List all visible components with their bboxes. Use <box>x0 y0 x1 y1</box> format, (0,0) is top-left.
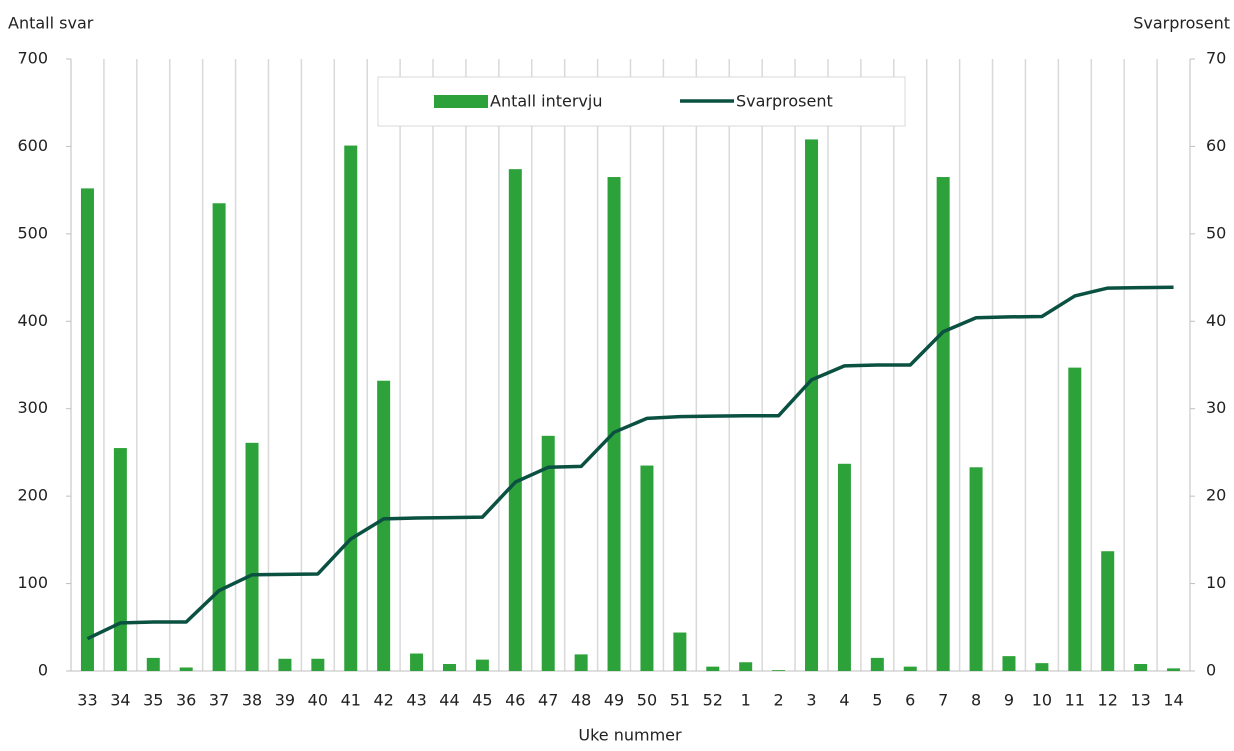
x-tick-label: 41 <box>341 691 361 710</box>
bar <box>245 442 259 671</box>
y-tick-label: 100 <box>17 573 48 592</box>
x-tick-label: 37 <box>209 691 229 710</box>
x-tick-label: 35 <box>143 691 163 710</box>
x-axis-title: Uke nummer <box>578 726 682 745</box>
x-tick-label: 33 <box>77 691 97 710</box>
x-tick-label: 38 <box>242 691 262 710</box>
bar <box>508 169 522 671</box>
y-tick-label: 500 <box>17 223 48 242</box>
y-tick-label: 400 <box>17 311 48 330</box>
legend-label: Antall intervju <box>490 92 602 111</box>
x-tick-label: 12 <box>1098 691 1118 710</box>
y2-tick-label: 50 <box>1206 223 1226 242</box>
y2-tick-label: 60 <box>1206 136 1226 155</box>
bar <box>805 139 819 672</box>
bar <box>80 188 94 671</box>
x-tick-label: 51 <box>670 691 690 710</box>
bar <box>1101 551 1115 671</box>
x-tick-label: 52 <box>703 691 723 710</box>
bar <box>706 666 720 671</box>
bar <box>903 666 917 671</box>
bar <box>541 435 555 671</box>
bar <box>410 653 424 671</box>
bar <box>739 662 753 671</box>
y2-tick-label: 20 <box>1206 486 1226 505</box>
bar <box>969 467 983 671</box>
y2-tick-label: 10 <box>1206 573 1226 592</box>
y2-axis-title: Svarprosent <box>1133 14 1230 33</box>
bar <box>673 632 687 671</box>
y-tick-label: 200 <box>17 486 48 505</box>
x-tick-label: 1 <box>741 691 751 710</box>
x-tick-label: 11 <box>1065 691 1085 710</box>
x-tick-label: 46 <box>505 691 525 710</box>
x-tick-label: 6 <box>905 691 915 710</box>
bar <box>278 658 292 671</box>
x-tick-label: 3 <box>806 691 816 710</box>
x-tick-label: 4 <box>839 691 849 710</box>
y-tick-label: 600 <box>17 136 48 155</box>
x-tick-label: 34 <box>110 691 130 710</box>
x-tick-label: 42 <box>373 691 393 710</box>
x-tick-label: 44 <box>439 691 459 710</box>
bar <box>1002 656 1016 671</box>
legend-swatch <box>434 95 488 108</box>
x-tick-label: 47 <box>538 691 558 710</box>
y2-tick-label: 70 <box>1206 49 1226 68</box>
bar <box>1035 663 1049 671</box>
x-tick-label: 43 <box>406 691 426 710</box>
x-tick-label: 39 <box>275 691 295 710</box>
bar <box>311 658 325 671</box>
bar <box>640 465 654 671</box>
y-tick-label: 700 <box>17 49 48 68</box>
bar <box>146 657 160 671</box>
x-tick-label: 48 <box>571 691 591 710</box>
bar <box>377 380 391 671</box>
x-tick-label: 36 <box>176 691 196 710</box>
bar <box>772 670 786 671</box>
y-tick-label: 300 <box>17 398 48 417</box>
legend-label: Svarprosent <box>736 92 833 111</box>
x-tick-label: 8 <box>971 691 981 710</box>
bar <box>936 177 950 671</box>
bar <box>1167 668 1181 671</box>
bar <box>344 145 358 671</box>
bar <box>1134 664 1148 671</box>
x-tick-label: 5 <box>872 691 882 710</box>
x-tick-label: 9 <box>1004 691 1014 710</box>
bar <box>607 177 621 671</box>
y2-tick-label: 30 <box>1206 398 1226 417</box>
bar <box>574 654 588 671</box>
y2-tick-label: 40 <box>1206 311 1226 330</box>
bar <box>212 203 226 671</box>
bar <box>475 659 489 671</box>
y2-tick-label: 0 <box>1206 661 1216 680</box>
x-tick-label: 7 <box>938 691 948 710</box>
x-tick-label: 14 <box>1163 691 1183 710</box>
line <box>86 285 1174 641</box>
bar <box>113 448 127 671</box>
y-axis-title: Antall svar <box>8 14 94 33</box>
bar <box>870 657 884 671</box>
bar <box>1068 367 1082 671</box>
x-tick-label: 2 <box>774 691 784 710</box>
x-tick-label: 50 <box>637 691 657 710</box>
bar <box>442 664 456 671</box>
y-tick-label: 0 <box>38 661 48 680</box>
bar <box>179 667 193 671</box>
x-tick-label: 49 <box>604 691 624 710</box>
bar <box>837 463 851 671</box>
x-tick-label: 40 <box>308 691 328 710</box>
x-tick-label: 13 <box>1130 691 1150 710</box>
x-tick-label: 10 <box>1032 691 1052 710</box>
x-tick-label: 45 <box>472 691 492 710</box>
